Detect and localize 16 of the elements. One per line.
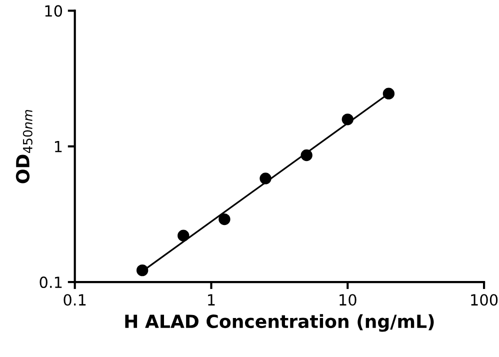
point — [382, 88, 395, 100]
y-axis-title: OD$_{450nm}$ — [16, 110, 32, 184]
point — [178, 230, 190, 242]
x-tick-label: 10 — [340, 294, 356, 306]
point — [136, 264, 148, 276]
y-tick-label: 0.1 — [40, 276, 62, 288]
point — [260, 172, 272, 184]
point — [218, 213, 230, 226]
x-tick-label: 100 — [471, 294, 498, 306]
y-tick-label: 1 — [55, 141, 62, 152]
point — [300, 149, 312, 162]
x-axis-title: H ALAD Concentration (ng/mL) — [125, 314, 434, 332]
point — [342, 114, 354, 126]
x-tick-label: 1 — [208, 294, 215, 306]
x-tick-label: 0.1 — [64, 294, 86, 306]
y-tick-label: 10 — [45, 5, 62, 17]
